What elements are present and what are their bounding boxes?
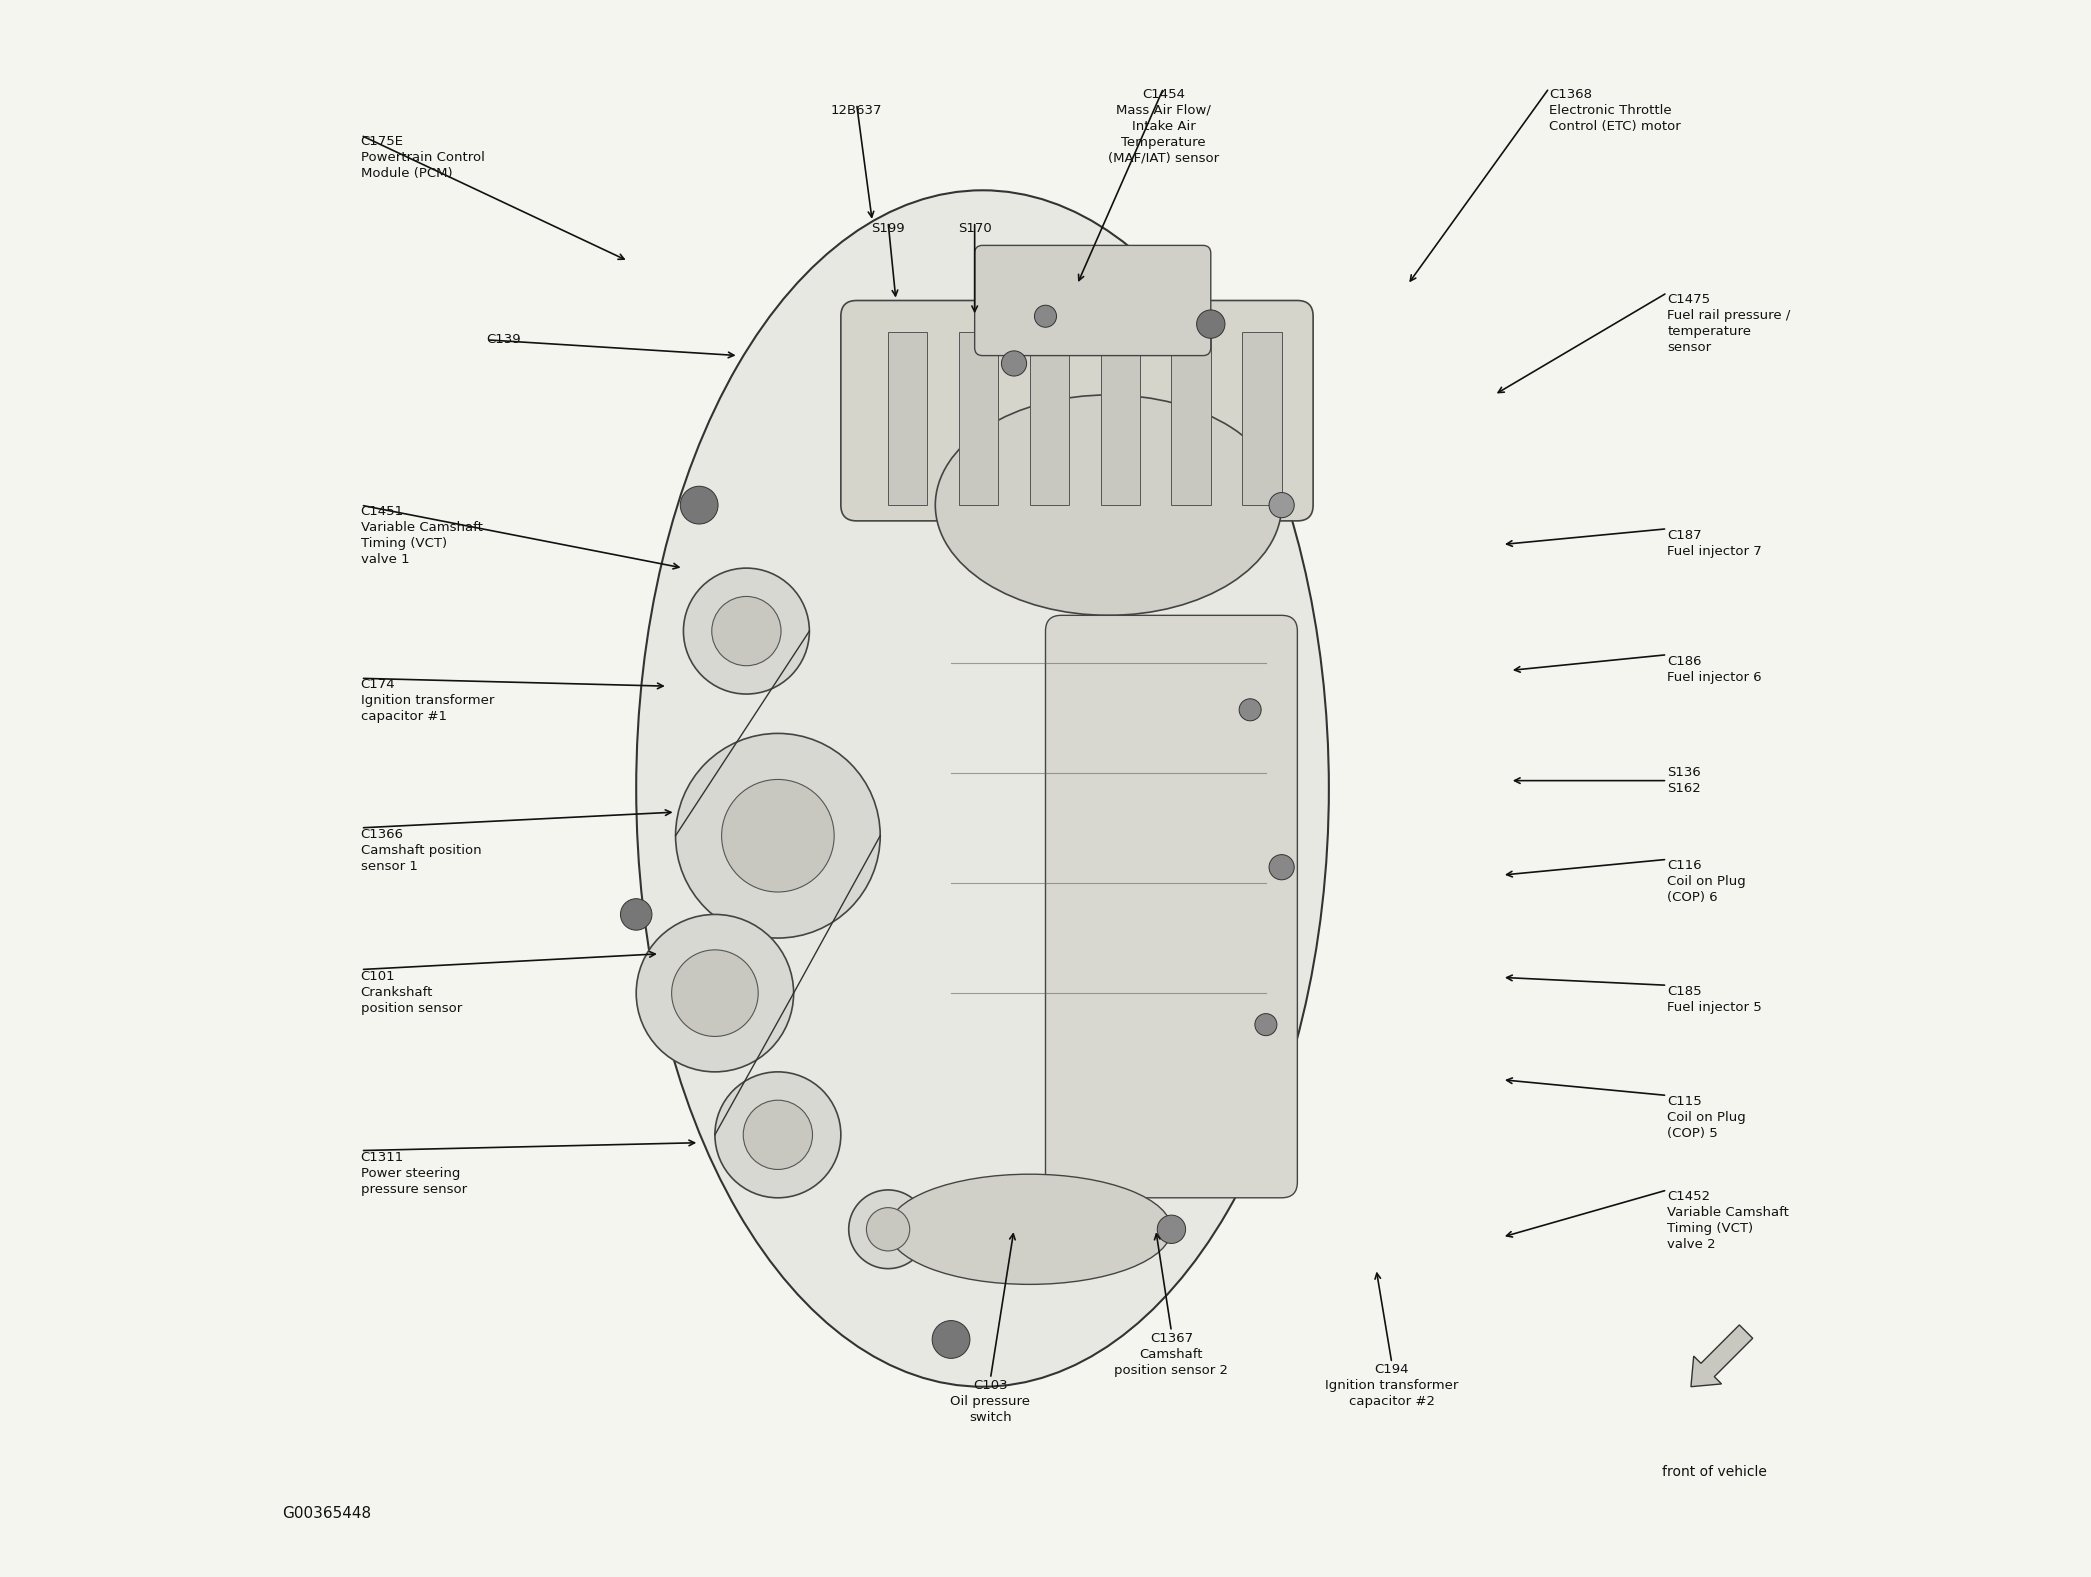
Circle shape [684,568,809,694]
Circle shape [1002,350,1027,375]
Text: C139: C139 [487,333,521,347]
Text: C1451
Variable Camshaft
Timing (VCT)
valve 1: C1451 Variable Camshaft Timing (VCT) val… [362,505,483,566]
Circle shape [680,486,717,524]
Text: C103
Oil pressure
switch: C103 Oil pressure switch [951,1378,1031,1424]
Circle shape [866,1208,910,1251]
Bar [1242,333,1282,505]
Ellipse shape [889,1175,1171,1284]
Text: G00365448: G00365448 [282,1506,370,1520]
Text: S136
S162: S136 S162 [1667,766,1702,795]
Text: C174
Ignition transformer
capacitor #1: C174 Ignition transformer capacitor #1 [362,678,493,724]
Text: C1311
Power steering
pressure sensor: C1311 Power steering pressure sensor [362,1151,466,1195]
Text: 12B637: 12B637 [830,104,882,117]
Circle shape [742,1101,813,1170]
Text: C1454
Mass Air Flow/
Intake Air
Temperature
(MAF/IAT) sensor: C1454 Mass Air Flow/ Intake Air Temperat… [1108,88,1219,166]
Text: C187
Fuel injector 7: C187 Fuel injector 7 [1667,528,1763,558]
Text: C115
Coil on Plug
(COP) 5: C115 Coil on Plug (COP) 5 [1667,1096,1746,1140]
Circle shape [715,1072,841,1199]
Text: S170: S170 [958,222,991,235]
Bar [960,333,997,505]
Text: C1366
Camshaft position
sensor 1: C1366 Camshaft position sensor 1 [362,828,481,872]
Text: C1367
Camshaft
position sensor 2: C1367 Camshaft position sensor 2 [1115,1331,1227,1377]
FancyBboxPatch shape [974,246,1211,355]
Bar [889,333,928,505]
Text: C1475
Fuel rail pressure /
temperature
sensor: C1475 Fuel rail pressure / temperature s… [1667,293,1790,353]
Circle shape [721,779,834,893]
Text: C1452
Variable Camshaft
Timing (VCT)
valve 2: C1452 Variable Camshaft Timing (VCT) val… [1667,1191,1790,1251]
FancyBboxPatch shape [1046,615,1296,1199]
Bar [1029,333,1069,505]
FancyBboxPatch shape [841,301,1313,520]
Text: C175E
Powertrain Control
Module (PCM): C175E Powertrain Control Module (PCM) [362,136,485,180]
Circle shape [1269,492,1294,517]
Bar [1171,333,1211,505]
Circle shape [849,1191,928,1268]
Text: C186
Fuel injector 6: C186 Fuel injector 6 [1667,654,1763,684]
Circle shape [1035,306,1056,328]
Circle shape [1255,1014,1278,1036]
Text: C1368
Electronic Throttle
Control (ETC) motor: C1368 Electronic Throttle Control (ETC) … [1549,88,1681,132]
Circle shape [621,899,652,930]
Text: S199: S199 [872,222,905,235]
Text: C116
Coil on Plug
(COP) 6: C116 Coil on Plug (COP) 6 [1667,859,1746,904]
Circle shape [671,949,759,1036]
Circle shape [711,596,782,665]
Ellipse shape [636,191,1330,1386]
FancyArrow shape [1692,1325,1752,1386]
Text: front of vehicle: front of vehicle [1662,1465,1767,1479]
Circle shape [1196,311,1225,339]
Circle shape [675,733,880,938]
Ellipse shape [935,394,1282,615]
Circle shape [636,915,795,1072]
Text: C194
Ignition transformer
capacitor #2: C194 Ignition transformer capacitor #2 [1326,1363,1460,1408]
Bar [1100,333,1140,505]
Text: C185
Fuel injector 5: C185 Fuel injector 5 [1667,986,1763,1014]
Circle shape [1240,699,1261,721]
Circle shape [1156,1216,1186,1243]
Text: C101
Crankshaft
position sensor: C101 Crankshaft position sensor [362,970,462,1014]
Circle shape [933,1320,970,1358]
Circle shape [1269,855,1294,880]
